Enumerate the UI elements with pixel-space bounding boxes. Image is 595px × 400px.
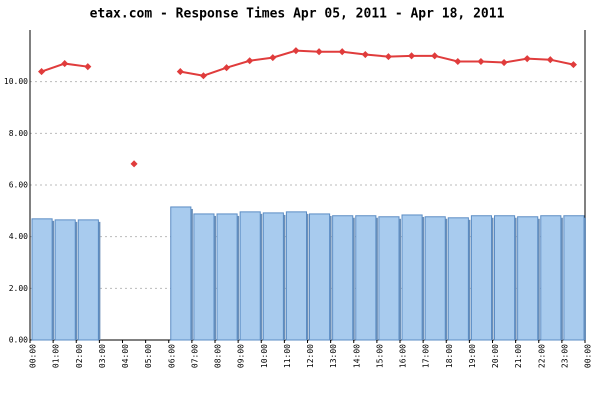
line-marker [454, 57, 462, 66]
x-tick-label: 23:00 [560, 344, 569, 368]
x-tick-label: 10:00 [260, 344, 269, 368]
x-tick-label: 17:00 [422, 344, 431, 368]
line-marker [408, 52, 416, 60]
x-tick-label: 21:00 [514, 344, 523, 368]
x-tick-label: 04:00 [121, 344, 130, 368]
x-tick-label: 12:00 [306, 344, 315, 368]
x-tick-label: 09:00 [237, 344, 246, 368]
x-tick-label: 02:00 [75, 344, 84, 368]
bar [517, 216, 539, 341]
x-tick-label: 13:00 [329, 344, 338, 368]
bar [309, 213, 331, 341]
line-marker [199, 72, 207, 80]
bar [216, 213, 238, 341]
x-tick-label: 16:00 [399, 344, 408, 368]
bar [424, 216, 446, 341]
line-marker [176, 68, 184, 76]
x-tick-label: 14:00 [352, 344, 361, 368]
line-marker [84, 63, 92, 71]
line-marker [431, 52, 439, 60]
bar [193, 213, 215, 341]
bar [563, 215, 585, 341]
bar [31, 218, 53, 341]
x-tick-label: 15:00 [375, 344, 384, 368]
bar [540, 215, 562, 341]
response-line [180, 49, 574, 77]
line-marker [384, 53, 392, 61]
chart-title: etax.com - Response Times Apr 05, 2011 -… [90, 7, 505, 22]
line-marker [292, 47, 300, 55]
bar [332, 215, 354, 341]
y-tick-label: 8.00 [9, 129, 28, 138]
y-tick-label: 4.00 [9, 232, 28, 241]
bar [494, 215, 516, 341]
line-marker [361, 51, 369, 59]
line-marker [223, 64, 231, 72]
bar [54, 219, 76, 341]
y-tick-label: 10.00 [4, 77, 28, 86]
bar [447, 217, 469, 341]
bar [262, 212, 284, 341]
x-tick-label: 18:00 [445, 344, 454, 368]
line-marker [338, 48, 346, 56]
line-marker [246, 57, 254, 65]
bar [401, 214, 423, 341]
bar [77, 219, 99, 341]
bar [378, 216, 400, 341]
line-marker [569, 61, 577, 69]
x-tick-label: 19:00 [468, 344, 477, 368]
line-marker [315, 48, 323, 56]
y-tick-label: 2.00 [9, 284, 28, 293]
bar [239, 211, 261, 341]
x-tick-label: 00:00 [29, 344, 38, 368]
line-marker [477, 57, 485, 66]
x-tick-label: 05:00 [144, 344, 153, 368]
y-tick-label: 6.00 [9, 181, 28, 190]
bar [285, 211, 307, 341]
line-marker [269, 54, 277, 62]
line-marker [61, 60, 69, 68]
x-tick-label: 07:00 [190, 344, 199, 368]
line-marker [500, 59, 508, 67]
x-tick-label: 06:00 [167, 344, 176, 368]
bar [470, 215, 492, 341]
line-marker [130, 160, 138, 168]
bar [170, 206, 192, 341]
x-tick-label: 03:00 [98, 344, 107, 368]
x-tick-label: 22:00 [537, 344, 546, 368]
line-marker [523, 55, 531, 63]
bar [355, 215, 377, 341]
x-tick-label: 08:00 [214, 344, 223, 368]
x-tick-label: 01:00 [52, 344, 61, 368]
x-tick-label: 20:00 [491, 344, 500, 368]
line-marker [38, 68, 46, 76]
y-tick-label: 0.00 [9, 336, 28, 345]
x-tick-label: 00:00 [584, 344, 593, 368]
line-marker [546, 56, 554, 64]
x-tick-label: 11:00 [283, 344, 292, 368]
